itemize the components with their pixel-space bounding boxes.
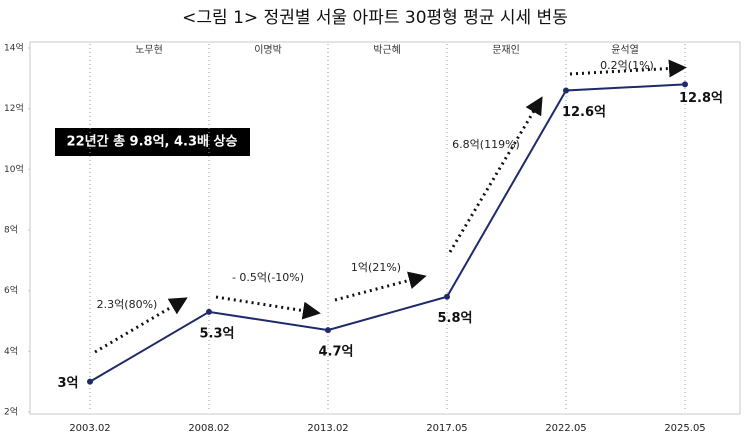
period-label: 박근혜 [373, 44, 401, 56]
x-tick-label: 2008.02 [188, 423, 229, 434]
x-tick-label: 2022.05 [545, 423, 586, 434]
value-label: 12.6억 [562, 105, 606, 120]
annotation: 2.3억(80%) [97, 298, 158, 311]
arrows [94, 59, 687, 354]
point [87, 378, 93, 385]
annotation: 0.2억(1%) [600, 59, 654, 72]
period-label: 윤석열 [611, 44, 639, 56]
x-tick-label: 2013.02 [307, 423, 348, 434]
value-label: 4.7억 [319, 345, 354, 360]
y-tick-label: 8억 [4, 224, 18, 236]
period-label: 이명박 [254, 44, 282, 56]
y-tick-label: 6억 [4, 284, 18, 296]
y-tick-label: 4억 [4, 345, 18, 357]
y-tick-label: 12억 [4, 102, 24, 114]
value-label: 12.8억 [679, 91, 723, 106]
x-tick-label: 2003.02 [69, 423, 110, 434]
point [444, 293, 450, 300]
annotation: 1억(21%) [351, 261, 401, 274]
annotation: - 0.5억(-10%) [232, 271, 304, 284]
value-label: 5.8억 [438, 311, 473, 326]
annotation: 6.8억(119%) [452, 138, 520, 151]
x-tick-label: 2025.05 [664, 423, 705, 434]
y-tick-label: 2억 [4, 406, 18, 418]
x-tick-label: 2017.05 [426, 423, 467, 434]
point [682, 81, 688, 88]
period-label: 노무현 [135, 44, 163, 56]
value-label: 3억 [57, 376, 78, 391]
point [325, 327, 331, 334]
line [89, 83, 686, 383]
chart-title: <그림 1> 정권별 서울 아파트 30평형 평균 시세 변동 [182, 8, 568, 28]
y-tick-label: 10억 [4, 163, 24, 175]
point [206, 308, 212, 315]
callout-text: 22년간 총 9.8억, 4.3배 상승 [67, 134, 238, 150]
y-tick-label: 14억 [4, 42, 24, 54]
period-label: 문재인 [492, 44, 520, 56]
callout-box [55, 128, 250, 156]
value-label: 5.3억 [200, 326, 235, 341]
point [563, 87, 569, 94]
plot-frame [29, 41, 741, 415]
